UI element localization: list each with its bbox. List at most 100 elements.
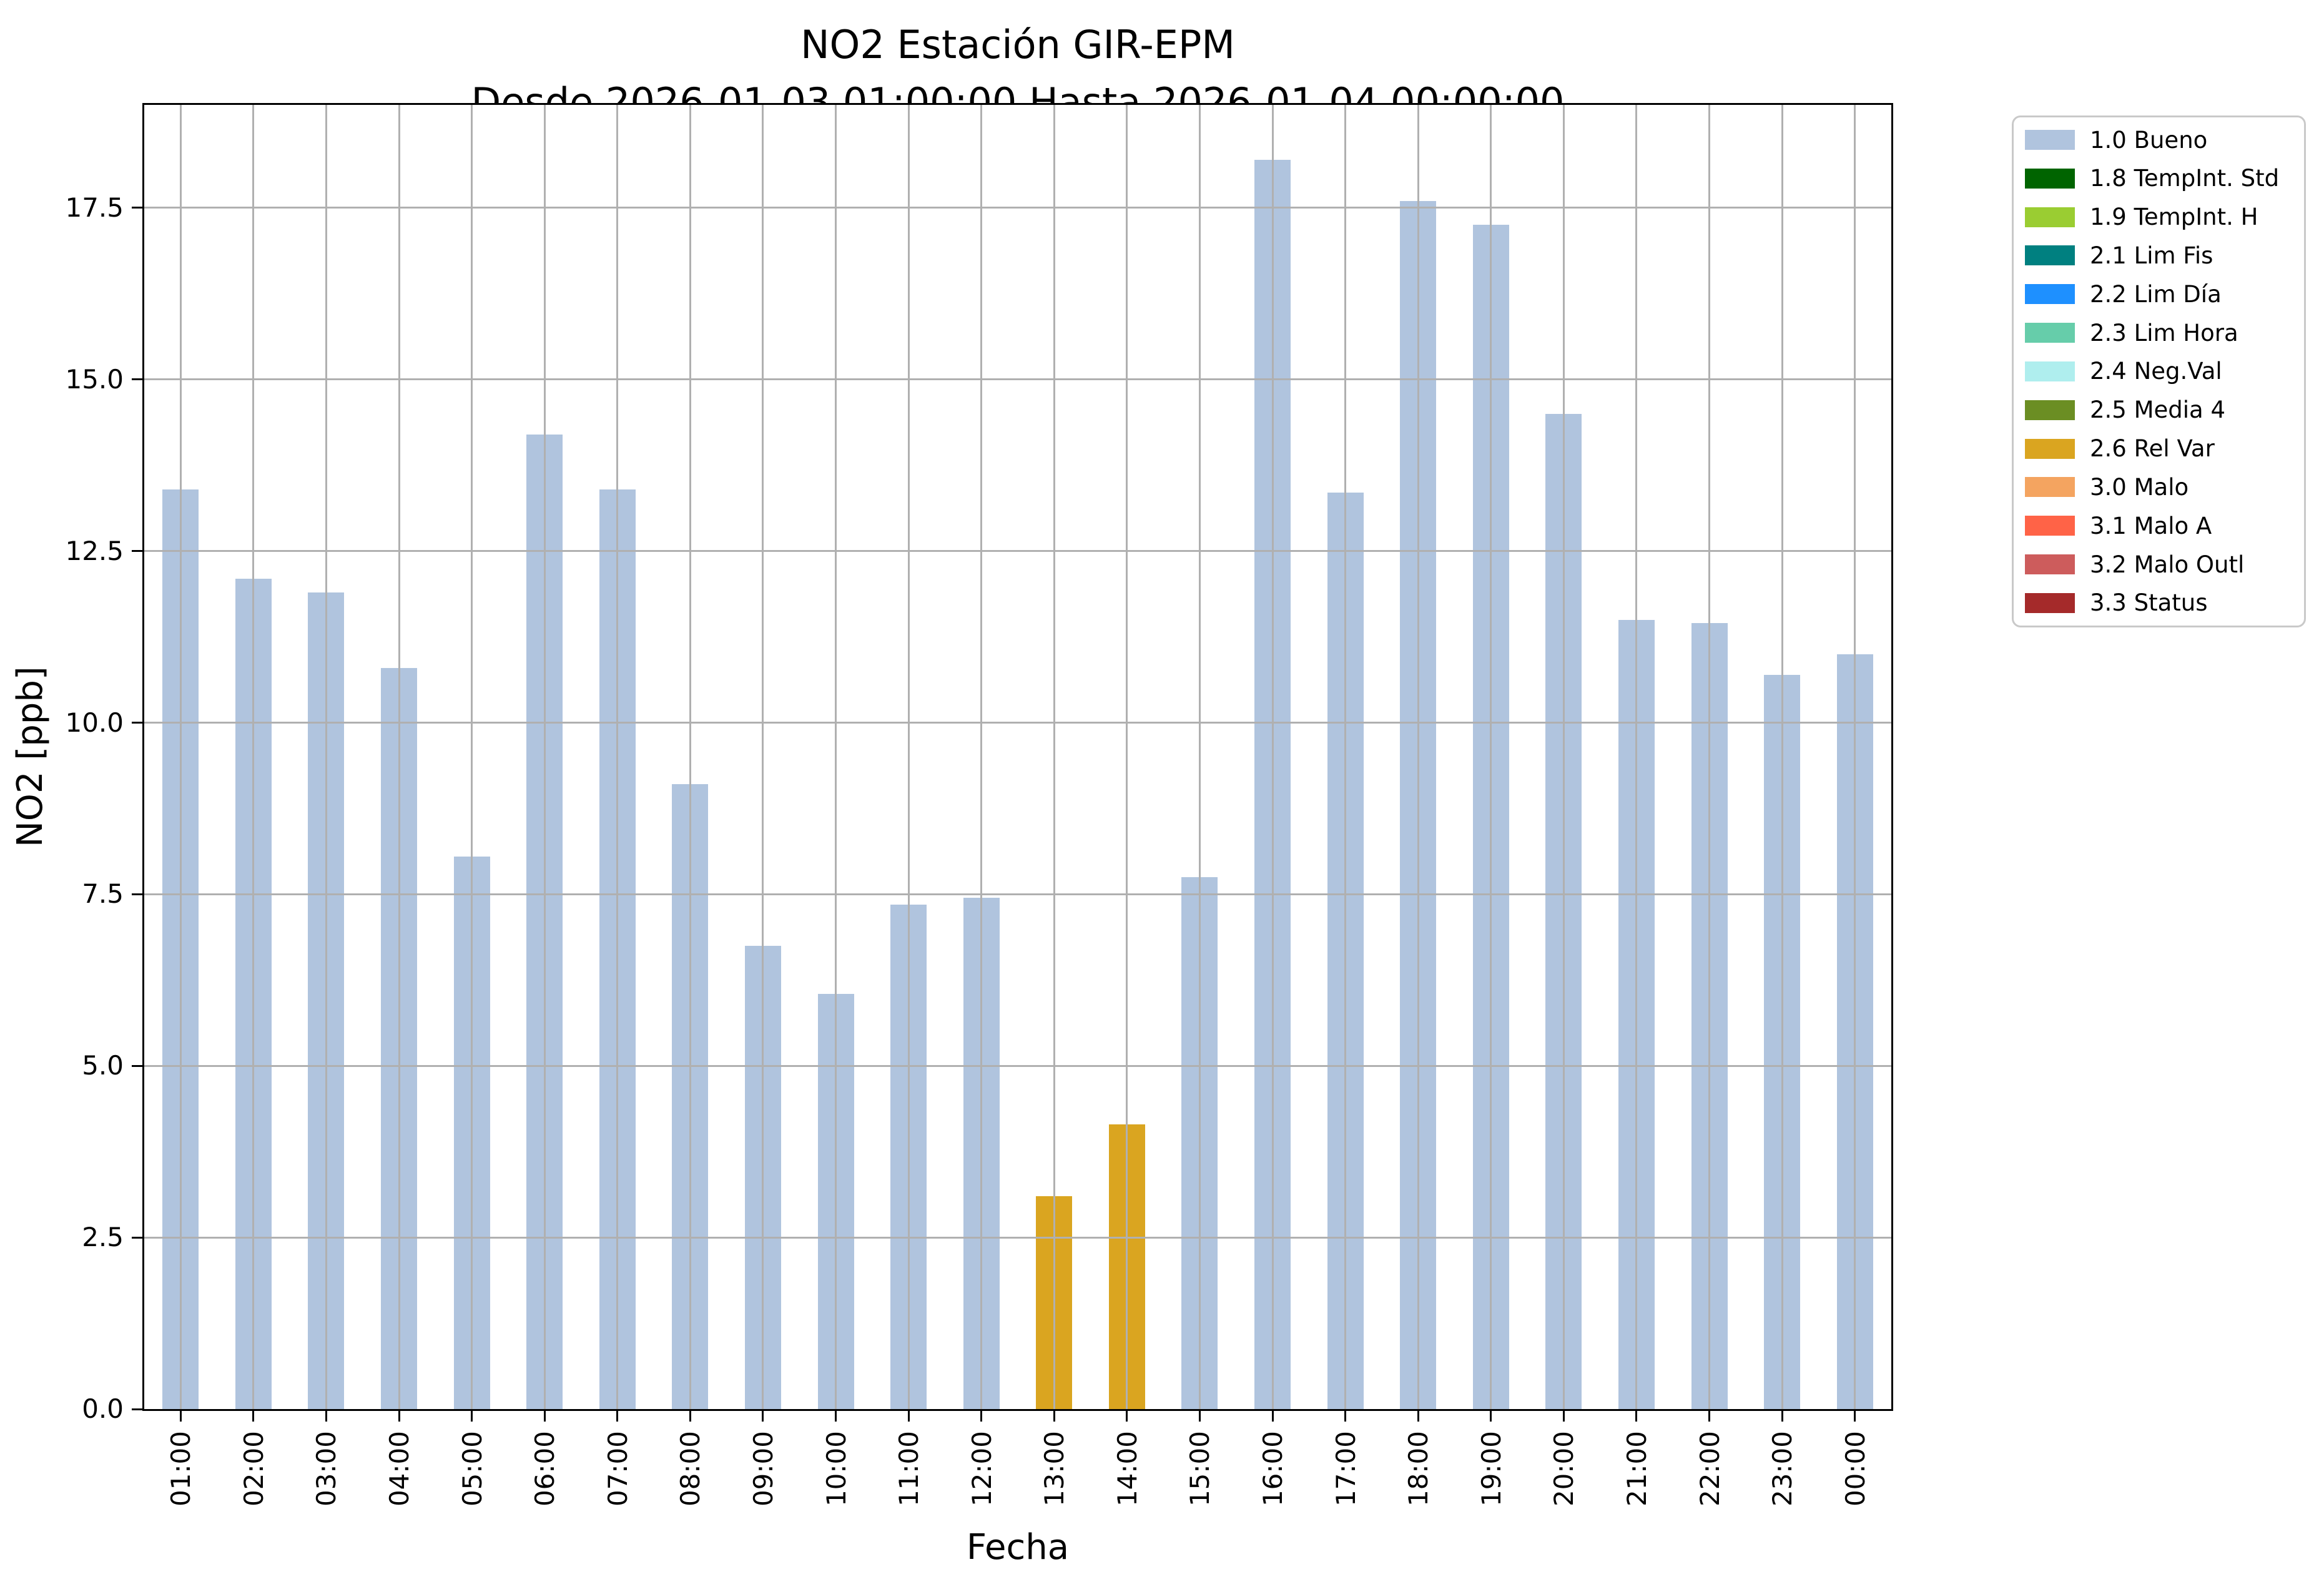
y-tick-label: 10.0 <box>65 707 124 738</box>
y-tick-label: 15.0 <box>65 363 124 395</box>
x-tick <box>1417 1411 1419 1422</box>
x-tick <box>1854 1411 1856 1422</box>
x-tick <box>252 1411 255 1422</box>
v-gridline <box>471 105 473 1409</box>
x-tick-label: 06:00 <box>529 1431 561 1507</box>
legend-row: 3.2 Malo Outl <box>2025 551 2298 578</box>
legend-swatch <box>2025 554 2075 575</box>
x-tick <box>543 1411 546 1422</box>
v-gridline <box>1053 105 1055 1409</box>
x-tick-label: 04:00 <box>384 1431 415 1507</box>
v-gridline <box>252 105 255 1409</box>
legend-label: 3.2 Malo Outl <box>2090 551 2245 578</box>
legend-swatch <box>2025 130 2075 150</box>
x-tick-label: 10:00 <box>820 1431 852 1507</box>
x-tick <box>1562 1411 1565 1422</box>
x-tick-label: 05:00 <box>456 1431 488 1507</box>
x-tick <box>1781 1411 1783 1422</box>
legend-row: 1.8 TempInt. Std <box>2025 165 2298 192</box>
y-tick-label: 12.5 <box>65 535 124 566</box>
legend-label: 3.1 Malo A <box>2090 512 2212 539</box>
x-tick-label: 00:00 <box>1839 1431 1871 1507</box>
v-gridline <box>1271 105 1274 1409</box>
legend-row: 2.3 Lim Hora <box>2025 320 2298 346</box>
y-tick <box>132 1236 142 1239</box>
legend-swatch <box>2025 477 2075 498</box>
legend-label: 3.0 Malo <box>2090 473 2189 501</box>
v-gridline <box>1490 105 1492 1409</box>
x-tick <box>1271 1411 1274 1422</box>
chart-title-line1: NO2 Estación GIR-EPM <box>800 22 1235 67</box>
x-axis-label: Fecha <box>966 1527 1070 1568</box>
legend-row: 1.0 Bueno <box>2025 127 2298 154</box>
legend-row: 2.2 Lim Día <box>2025 280 2298 308</box>
x-tick-label: 08:00 <box>675 1431 706 1507</box>
x-tick-label: 22:00 <box>1694 1431 1725 1507</box>
x-tick <box>1126 1411 1128 1422</box>
legend-label: 2.2 Lim Día <box>2090 280 2222 308</box>
v-gridline <box>835 105 837 1409</box>
x-tick-label: 20:00 <box>1549 1431 1580 1507</box>
legend-label: 1.8 TempInt. Std <box>2090 165 2280 192</box>
x-tick-label: 14:00 <box>1111 1431 1143 1507</box>
legend-swatch <box>2025 284 2075 305</box>
x-tick <box>1635 1411 1638 1422</box>
x-tick <box>980 1411 983 1422</box>
legend-swatch <box>2025 245 2075 266</box>
v-gridline <box>1344 105 1347 1409</box>
y-tick <box>132 378 142 381</box>
x-tick-label: 11:00 <box>894 1431 925 1507</box>
legend-row: 3.3 Status <box>2025 589 2298 617</box>
legend-swatch <box>2025 516 2075 536</box>
x-tick-label: 23:00 <box>1767 1431 1798 1507</box>
v-gridline <box>1126 105 1128 1409</box>
x-tick-label: 13:00 <box>1039 1431 1070 1507</box>
legend-row: 1.9 TempInt. H <box>2025 204 2298 230</box>
h-gridline <box>144 550 1891 553</box>
x-tick <box>398 1411 400 1422</box>
y-axis-label: NO2 [ppb] <box>10 666 51 848</box>
x-tick <box>762 1411 764 1422</box>
v-gridline <box>1562 105 1565 1409</box>
legend-row: 2.4 Neg.Val <box>2025 358 2298 385</box>
x-tick-label: 12:00 <box>966 1431 997 1507</box>
legend-row: 2.6 Rel Var <box>2025 435 2298 462</box>
x-tick <box>616 1411 619 1422</box>
legend-swatch <box>2025 361 2075 381</box>
x-tick <box>1490 1411 1492 1422</box>
v-gridline <box>1708 105 1711 1409</box>
y-tick <box>132 722 142 724</box>
x-tick-label: 01:00 <box>165 1431 197 1507</box>
v-gridline <box>616 105 619 1409</box>
x-tick <box>1053 1411 1055 1422</box>
x-tick <box>325 1411 327 1422</box>
x-tick-label: 21:00 <box>1621 1431 1652 1507</box>
y-tick <box>132 550 142 553</box>
x-tick <box>179 1411 182 1422</box>
legend-swatch <box>2025 592 2075 613</box>
legend-swatch <box>2025 168 2075 189</box>
y-tick-label: 2.5 <box>82 1222 124 1253</box>
y-tick-label: 5.0 <box>82 1050 124 1081</box>
x-tick-label: 15:00 <box>1184 1431 1216 1507</box>
legend-label: 2.5 Media 4 <box>2090 396 2226 424</box>
y-tick <box>132 893 142 895</box>
x-tick-label: 17:00 <box>1330 1431 1361 1507</box>
legend-row: 2.5 Media 4 <box>2025 396 2298 424</box>
v-gridline <box>1635 105 1638 1409</box>
y-tick <box>132 1064 142 1067</box>
v-gridline <box>1781 105 1783 1409</box>
v-gridline <box>1854 105 1856 1409</box>
x-tick <box>1708 1411 1711 1422</box>
h-gridline <box>144 1064 1891 1067</box>
v-gridline <box>1198 105 1201 1409</box>
v-gridline <box>543 105 546 1409</box>
x-tick-label: 16:00 <box>1258 1431 1289 1507</box>
legend-label: 2.1 Lim Fis <box>2090 242 2213 269</box>
x-tick <box>835 1411 837 1422</box>
legend-swatch <box>2025 400 2075 420</box>
legend-label: 3.3 Status <box>2090 589 2208 617</box>
y-tick-label: 0.0 <box>82 1393 124 1424</box>
legend: 1.0 Bueno 1.8 TempInt. Std 1.9 TempInt. H 2… <box>2012 115 2306 627</box>
